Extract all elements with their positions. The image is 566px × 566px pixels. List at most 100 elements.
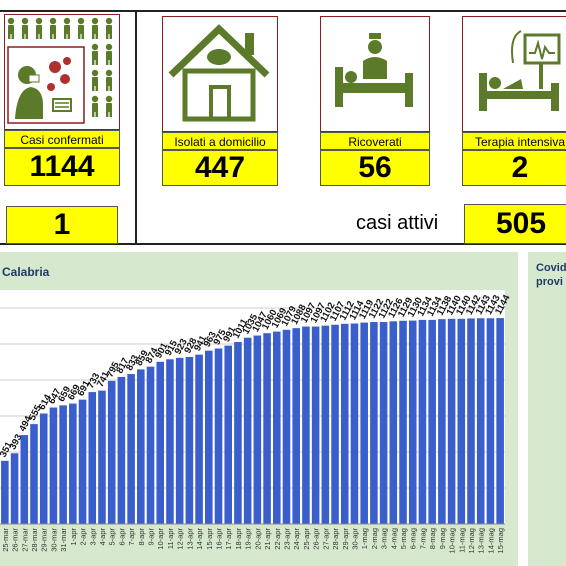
x-tick-label: 17-apr [224, 528, 233, 550]
x-tick-label: 6-apr [117, 528, 126, 546]
bar [69, 403, 77, 524]
bar [379, 322, 388, 524]
bar [137, 369, 145, 524]
bar [243, 337, 252, 524]
bar [408, 320, 417, 524]
hospitalized-value: 56 [320, 150, 430, 186]
bar [331, 324, 339, 524]
x-tick-label: 3-apr [88, 528, 97, 546]
x-tick-label: 28-mar [30, 528, 39, 552]
x-tick-label: 22-apr [273, 528, 282, 550]
x-tick-label: 7-mag [418, 528, 427, 549]
top-border [0, 10, 566, 12]
x-tick-label: 5-apr [108, 528, 117, 546]
bar [10, 453, 19, 524]
bar [496, 318, 504, 524]
bar [234, 342, 242, 524]
x-tick-label: 20-apr [253, 528, 262, 550]
bar [428, 319, 436, 524]
x-tick-label: 11-apr [166, 527, 175, 549]
bar [340, 323, 349, 524]
bar [486, 318, 495, 524]
x-tick-label: 10-mag [448, 528, 457, 553]
bar [457, 318, 466, 524]
x-tick-label: 30-mar [49, 528, 58, 552]
bar [311, 326, 320, 524]
bar [88, 392, 97, 524]
header-divider [135, 10, 137, 244]
x-tick-label: 4-mag [389, 528, 398, 549]
bar [98, 390, 106, 524]
x-tick-label: 11-mag [457, 528, 466, 553]
intensive-care-label: Terapia intensiva [462, 132, 566, 150]
x-tick-label: 8-apr [137, 528, 146, 546]
right-panel [528, 252, 566, 566]
bar [175, 357, 184, 524]
hospitalized-icon [320, 16, 430, 132]
bar [185, 356, 194, 524]
x-tick-label: 28-apr [331, 528, 340, 550]
x-tick-label: 3-mag [380, 528, 389, 549]
bar [205, 350, 213, 524]
bar [399, 320, 407, 524]
bar [49, 407, 58, 524]
bar [350, 323, 359, 524]
hospitalized-label: Ricoverati [320, 132, 430, 150]
bar [166, 359, 174, 524]
bar [282, 329, 291, 524]
x-tick-label: 2-apr [79, 528, 88, 546]
bar [146, 366, 155, 524]
x-tick-label: 9-apr [147, 528, 156, 546]
x-tick-label: 13-apr [185, 528, 194, 550]
bar [214, 348, 223, 524]
x-tick-label: 10-apr [156, 528, 165, 550]
bar [263, 333, 271, 524]
x-tick-label: 15-apr [205, 528, 214, 550]
x-tick-label: 26-apr [312, 528, 321, 550]
x-tick-label: 9-mag [438, 528, 447, 549]
x-tick-label: 29-apr [341, 528, 350, 550]
bar [156, 361, 165, 524]
x-tick-label: 16-apr [215, 528, 224, 550]
x-tick-label: 2-mag [370, 528, 379, 549]
x-tick-label: 19-apr [244, 528, 253, 550]
x-tick-label: 25-apr [302, 528, 311, 550]
home-isolation-label: Isolati a domicilio [162, 132, 278, 150]
bar [107, 380, 116, 524]
bar [272, 331, 281, 524]
x-tick-label: 26-mar [11, 528, 20, 552]
bar [292, 328, 300, 524]
intensive-care-value: 2 [462, 150, 566, 186]
bar [253, 335, 262, 524]
confirmed-cases-value: 1144 [4, 148, 120, 186]
x-tick-label: 4-apr [98, 528, 107, 546]
intensive-care-icon [462, 16, 566, 132]
x-tick-label: 31-mar [59, 528, 68, 552]
bar [467, 318, 475, 524]
x-tick-label: 30-apr [350, 528, 359, 550]
x-tick-label: 5-mag [399, 528, 408, 549]
bar [389, 321, 398, 524]
active-cases-value: 505 [464, 204, 566, 244]
x-tick-label: 15-mag [496, 528, 505, 553]
x-tick-label: 27-mar [20, 528, 29, 552]
x-tick-label: 23-apr [282, 528, 291, 550]
bar [447, 318, 456, 524]
bar [127, 374, 135, 524]
x-tick-label: 25-mar [1, 528, 10, 552]
confirmed-cases-label: Casi confermati [4, 130, 120, 148]
deaths-value: 1 [6, 206, 118, 244]
x-tick-label: 21-apr [263, 528, 272, 550]
bar [476, 318, 485, 524]
bar [30, 424, 38, 524]
right-panel-title-line1: Covid [536, 262, 566, 274]
right-panel-title-line2: provi [536, 276, 563, 288]
x-tick-label: 18-apr [234, 528, 243, 550]
x-tick-label: 1-mag [360, 528, 369, 549]
bar [321, 325, 330, 524]
bar [1, 460, 9, 524]
x-tick-label: 12-mag [467, 528, 476, 553]
bar [224, 345, 233, 524]
header-bottom-border [0, 243, 566, 245]
bar [20, 435, 29, 524]
